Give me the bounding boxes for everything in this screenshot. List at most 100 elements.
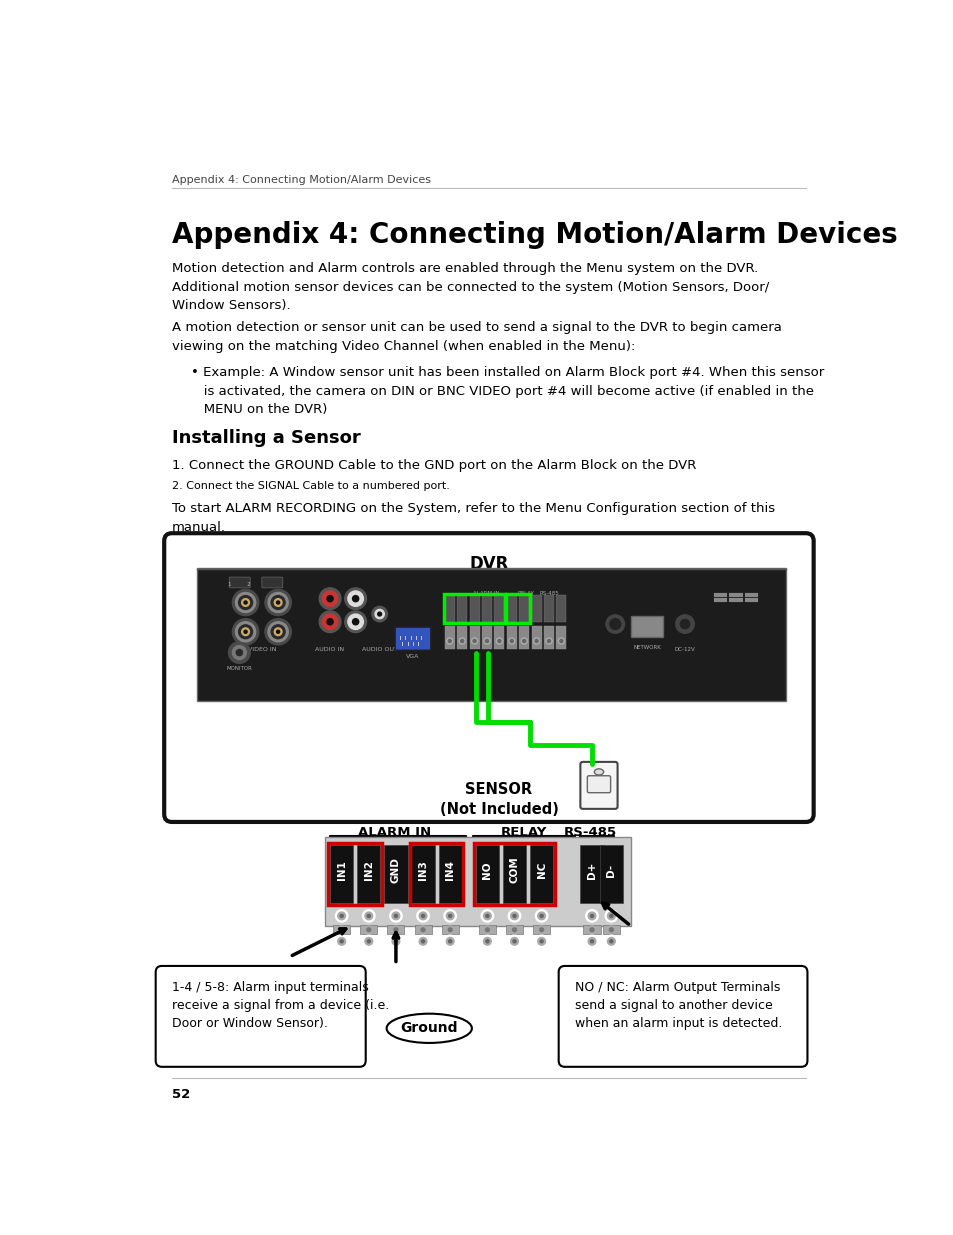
- Circle shape: [590, 927, 594, 931]
- Circle shape: [535, 910, 547, 923]
- Circle shape: [276, 601, 279, 604]
- Circle shape: [362, 910, 375, 923]
- Circle shape: [446, 638, 453, 645]
- Bar: [333, 925, 350, 935]
- Circle shape: [335, 910, 348, 923]
- Circle shape: [241, 599, 249, 606]
- Bar: [476, 845, 498, 903]
- Bar: [602, 925, 619, 935]
- Bar: [324, 837, 630, 926]
- Circle shape: [587, 926, 596, 934]
- Bar: [356, 845, 380, 903]
- Circle shape: [392, 926, 399, 934]
- Circle shape: [448, 640, 451, 642]
- Circle shape: [587, 911, 596, 920]
- Ellipse shape: [386, 1014, 472, 1042]
- Bar: [438, 845, 461, 903]
- Text: IN1: IN1: [336, 860, 346, 881]
- Circle shape: [512, 927, 516, 931]
- Circle shape: [271, 595, 285, 609]
- Text: 52: 52: [172, 1088, 190, 1100]
- Circle shape: [513, 940, 516, 942]
- Circle shape: [339, 927, 343, 931]
- Circle shape: [367, 940, 370, 942]
- Text: 1-4 / 5-8: Alarm input terminals
receive a signal from a device (i.e.
Door or Wi: 1-4 / 5-8: Alarm input terminals receive…: [172, 982, 389, 1030]
- Circle shape: [508, 638, 515, 645]
- Text: Installing a Sensor: Installing a Sensor: [172, 430, 360, 447]
- Bar: [505, 594, 530, 622]
- Bar: [494, 626, 504, 648]
- Circle shape: [372, 606, 387, 621]
- Circle shape: [344, 588, 366, 609]
- Bar: [518, 595, 529, 621]
- Circle shape: [319, 588, 340, 609]
- Ellipse shape: [594, 769, 603, 776]
- Bar: [474, 842, 555, 905]
- Circle shape: [587, 937, 596, 945]
- Circle shape: [537, 911, 545, 920]
- Circle shape: [276, 630, 279, 634]
- Circle shape: [365, 937, 373, 945]
- Circle shape: [510, 640, 513, 642]
- Text: D+: D+: [586, 861, 597, 879]
- Circle shape: [483, 911, 491, 920]
- Circle shape: [271, 625, 285, 638]
- Circle shape: [367, 914, 370, 918]
- Bar: [505, 925, 522, 935]
- Text: SENSOR
(Not Included): SENSOR (Not Included): [439, 782, 558, 816]
- Circle shape: [394, 914, 397, 918]
- Circle shape: [535, 935, 547, 947]
- FancyBboxPatch shape: [558, 966, 806, 1067]
- Text: DVR: DVR: [469, 555, 508, 573]
- Text: To start ALARM RECORDING on the System, refer to the Menu Configuration section : To start ALARM RECORDING on the System, …: [172, 503, 774, 534]
- Circle shape: [348, 592, 363, 606]
- Circle shape: [471, 638, 477, 645]
- Circle shape: [274, 599, 282, 606]
- Circle shape: [510, 911, 517, 920]
- Bar: [444, 595, 455, 621]
- Circle shape: [233, 619, 258, 645]
- Circle shape: [265, 619, 291, 645]
- Text: 1. Connect the GROUND Cable to the GND port on the Alarm Block on the DVR: 1. Connect the GROUND Cable to the GND p…: [172, 458, 696, 472]
- Circle shape: [268, 593, 288, 613]
- Circle shape: [496, 638, 502, 645]
- Text: Appendix 4: Connecting Motion/Alarm Devices: Appendix 4: Connecting Motion/Alarm Devi…: [172, 221, 897, 249]
- Circle shape: [522, 640, 525, 642]
- FancyBboxPatch shape: [155, 966, 365, 1067]
- Bar: [411, 845, 435, 903]
- Circle shape: [590, 940, 593, 942]
- Circle shape: [420, 927, 424, 931]
- Circle shape: [513, 914, 516, 918]
- Circle shape: [348, 614, 363, 630]
- Bar: [533, 925, 550, 935]
- Bar: [531, 595, 541, 621]
- FancyBboxPatch shape: [261, 577, 282, 588]
- Circle shape: [508, 935, 520, 947]
- Bar: [330, 845, 353, 903]
- Circle shape: [448, 914, 452, 918]
- Text: GND: GND: [391, 857, 400, 883]
- Circle shape: [460, 640, 463, 642]
- Circle shape: [679, 620, 689, 629]
- Circle shape: [559, 640, 562, 642]
- Circle shape: [367, 927, 371, 931]
- Text: D-: D-: [606, 863, 616, 877]
- Circle shape: [446, 911, 454, 920]
- Text: DC-12V: DC-12V: [674, 647, 695, 652]
- Circle shape: [448, 927, 452, 931]
- Circle shape: [344, 611, 366, 632]
- Bar: [441, 925, 458, 935]
- Bar: [579, 845, 603, 903]
- Bar: [556, 595, 566, 621]
- Text: COM: COM: [509, 857, 519, 883]
- Bar: [196, 568, 785, 701]
- Circle shape: [485, 940, 488, 942]
- Circle shape: [446, 926, 454, 934]
- Bar: [481, 626, 492, 648]
- Circle shape: [483, 926, 491, 934]
- FancyBboxPatch shape: [164, 534, 813, 823]
- Text: Ground: Ground: [400, 1021, 457, 1035]
- Circle shape: [265, 589, 291, 615]
- Bar: [543, 595, 554, 621]
- Text: ALARM IN: ALARM IN: [473, 592, 499, 597]
